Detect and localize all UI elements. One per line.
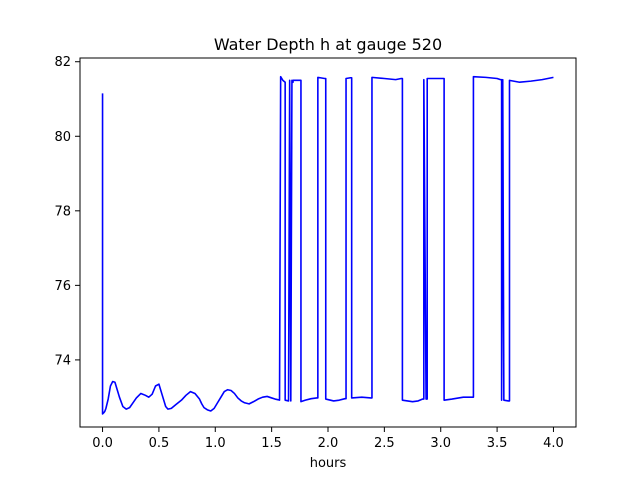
x-axis-label: hours xyxy=(310,456,347,471)
x-tick-label: 3.0 xyxy=(430,436,451,451)
x-tick-label: 4.0 xyxy=(543,436,564,451)
y-tick-label: 80 xyxy=(54,130,71,145)
y-tick-label: 74 xyxy=(54,353,71,368)
x-tick-label: 2.0 xyxy=(318,436,339,451)
plot-area xyxy=(101,75,554,415)
series-line-0 xyxy=(101,75,554,415)
x-tick-label: 1.0 xyxy=(205,436,226,451)
x-tick-label: 1.5 xyxy=(261,436,282,451)
x-tick-label: 0.5 xyxy=(149,436,170,451)
x-tick-label: 2.5 xyxy=(374,436,395,451)
x-tick-label: 3.5 xyxy=(487,436,508,451)
y-tick-label: 78 xyxy=(54,204,71,219)
x-axis: 0.0 0.5 1.0 1.5 2.0 2.5 3.0 3.5 4.0 xyxy=(92,427,564,451)
chart-title: Water Depth h at gauge 520 xyxy=(214,35,442,54)
y-tick-label: 76 xyxy=(54,279,71,294)
y-tick-label: 82 xyxy=(54,55,71,70)
y-axis: 74 76 78 80 82 xyxy=(54,55,80,368)
x-tick-label: 0.0 xyxy=(92,436,113,451)
